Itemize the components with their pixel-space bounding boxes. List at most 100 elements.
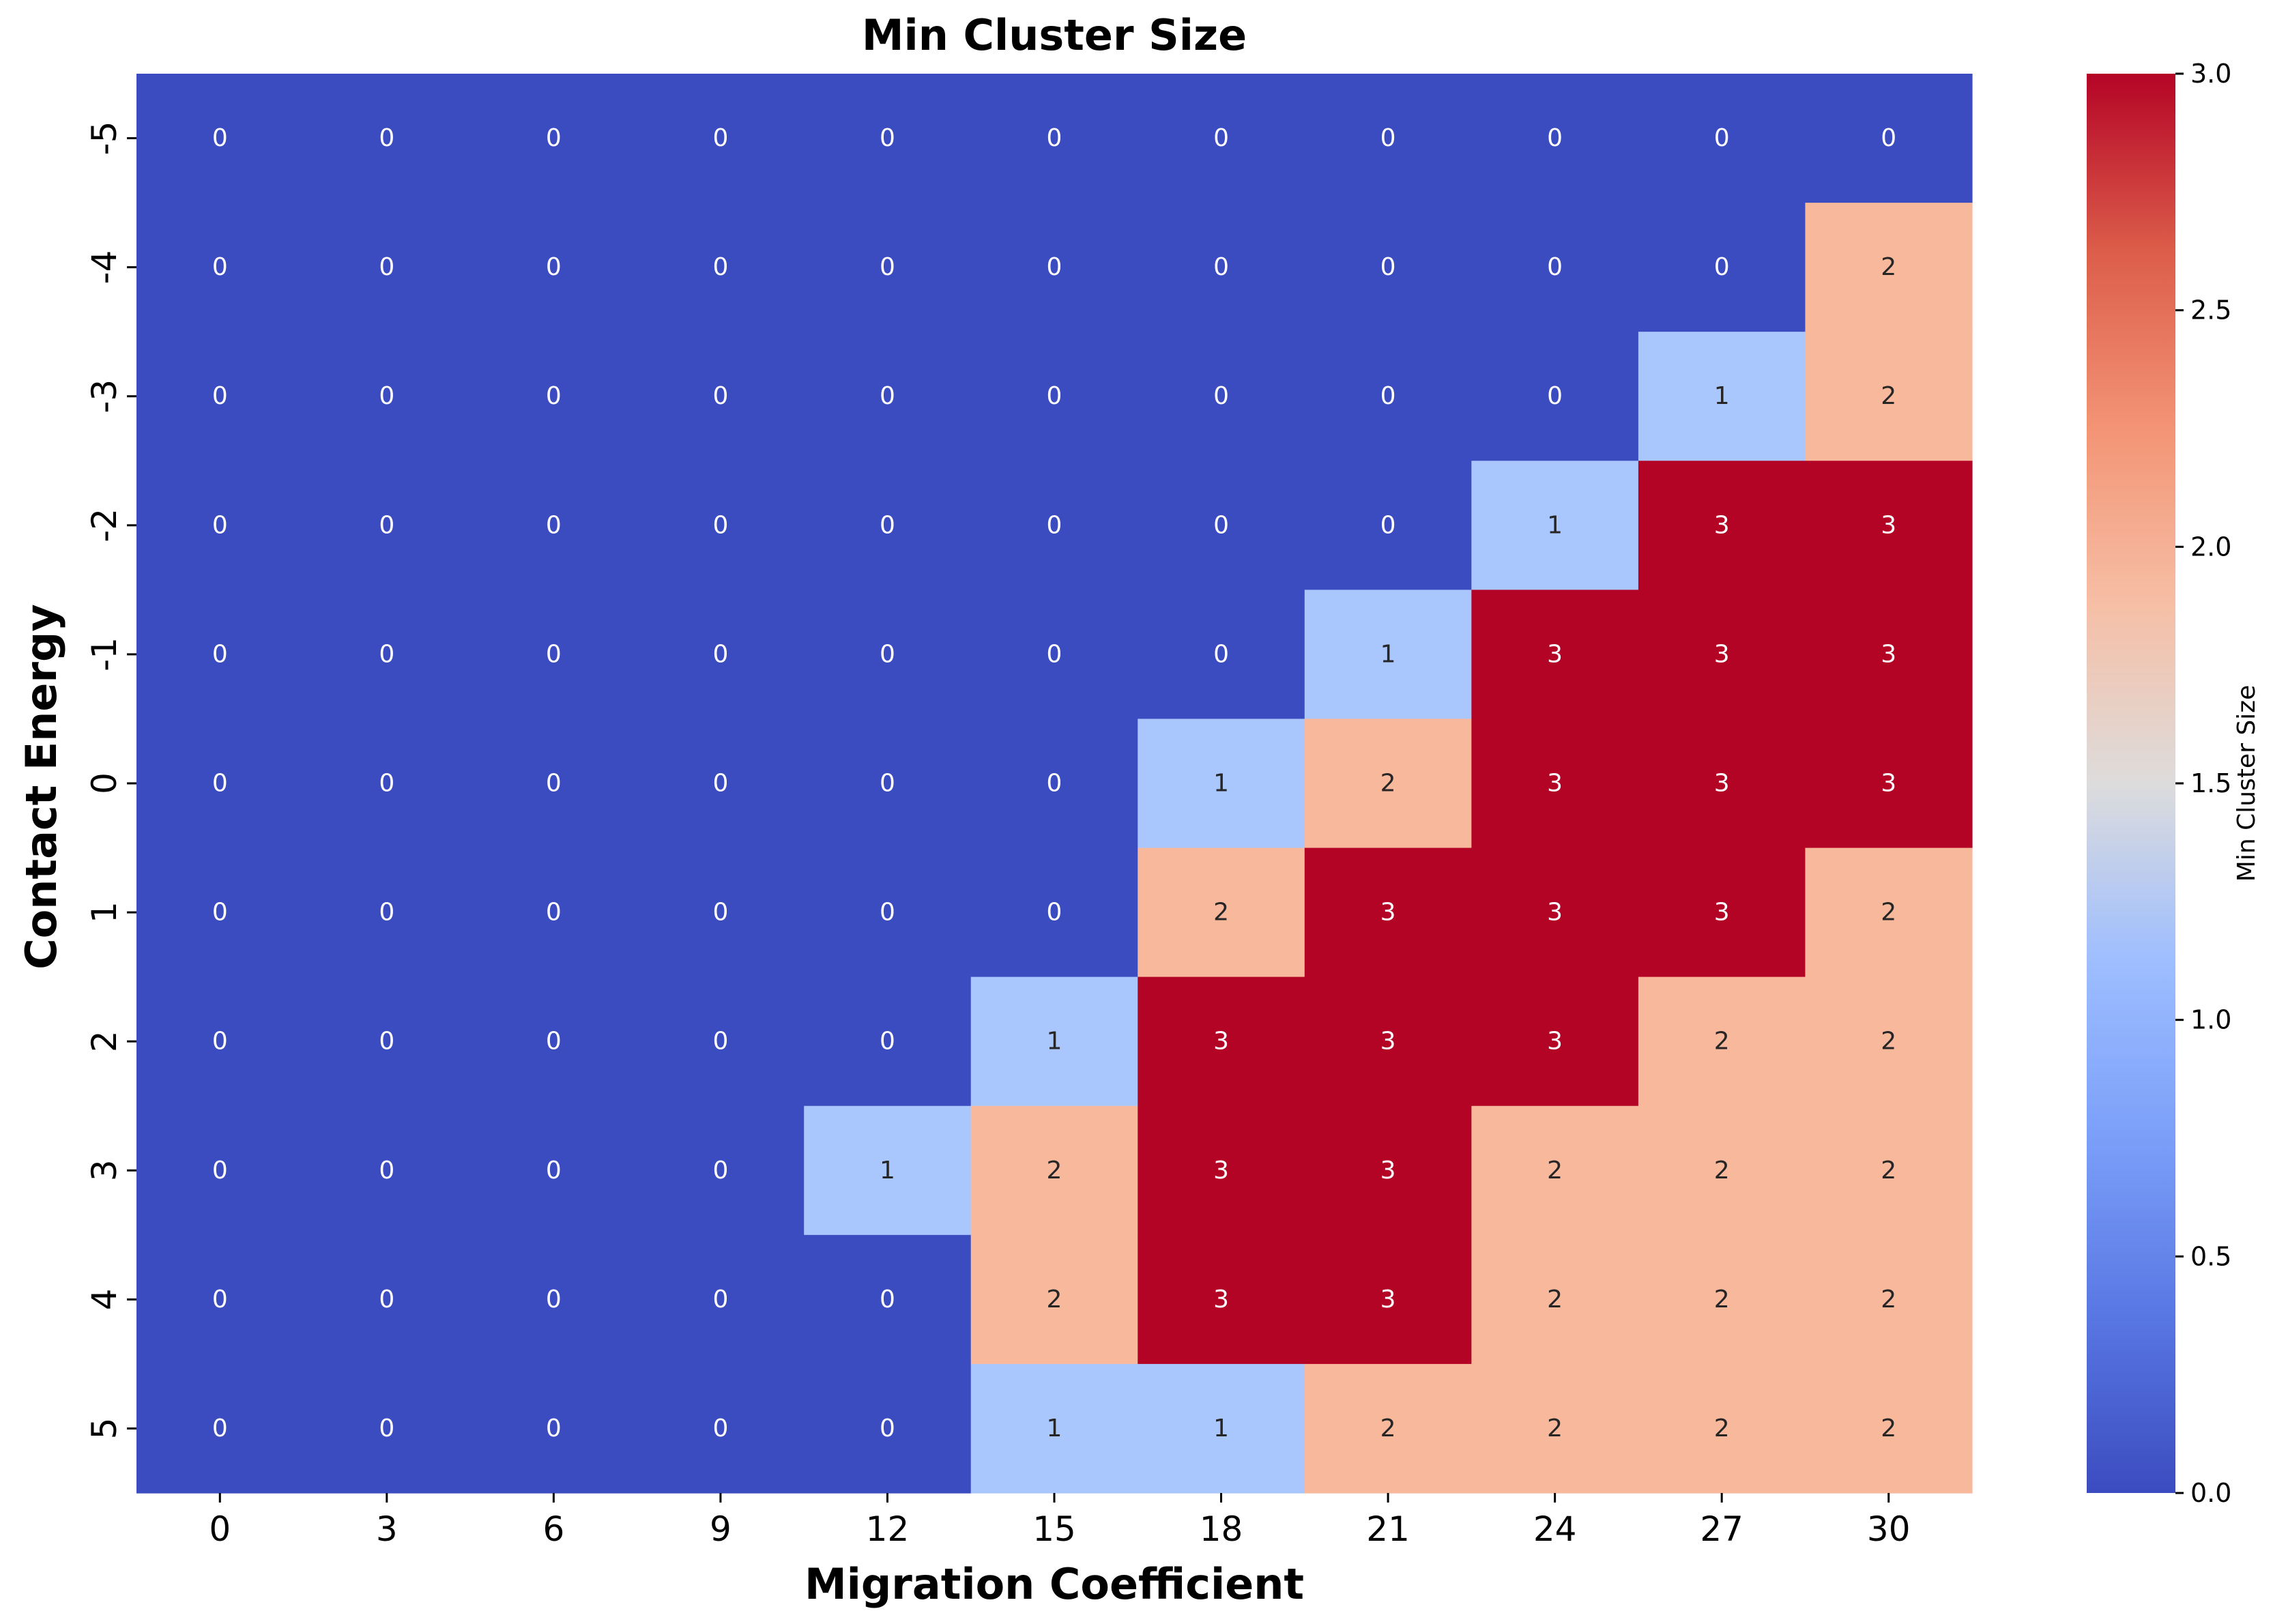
heatmap-cell <box>970 1105 1138 1236</box>
heatmap-cell <box>303 590 471 720</box>
cell-value-label: 0 <box>546 1415 562 1442</box>
x-tick-label: 0 <box>209 1509 231 1549</box>
cell-value-label: 0 <box>546 253 562 281</box>
cell-value-label: 3 <box>1213 1157 1229 1185</box>
y-tick-label: 3 <box>85 1159 124 1181</box>
cell-value-label: 0 <box>546 770 562 798</box>
y-tick-label: -3 <box>85 379 124 414</box>
cell-value-label: 3 <box>1881 770 1896 798</box>
cell-value-label: 0 <box>546 899 562 927</box>
heatmap-cell <box>637 203 805 332</box>
heatmap-cell <box>637 461 805 590</box>
heatmap-cell <box>637 1234 805 1365</box>
heatmap-cell <box>1638 590 1806 720</box>
colorbar-tick-label: 2.5 <box>2190 295 2231 325</box>
heatmap-cell <box>1138 203 1305 332</box>
heatmap-cell <box>303 719 471 849</box>
heatmap-cell <box>970 332 1138 461</box>
cell-value-label: 0 <box>1213 640 1229 668</box>
cell-value-label: 0 <box>1213 253 1229 281</box>
cell-value-label: 0 <box>712 770 728 798</box>
cell-value-label: 0 <box>1213 382 1229 410</box>
heatmap-cell <box>637 1105 805 1236</box>
heatmap-cell <box>136 1363 304 1494</box>
cell-value-label: 2 <box>1881 253 1896 281</box>
colorbar-label: Min Cluster Size <box>2233 685 2261 882</box>
heatmap-cell <box>470 461 638 590</box>
cell-value-label: 0 <box>379 1157 394 1185</box>
cell-value-label: 0 <box>1714 253 1730 281</box>
heatmap-cell <box>303 332 471 461</box>
cell-value-label: 0 <box>379 640 394 668</box>
cell-value-label: 2 <box>1714 1028 1730 1056</box>
cell-value-label: 0 <box>212 253 228 281</box>
heatmap-cell <box>637 590 805 720</box>
heatmap-cell <box>804 203 972 332</box>
heatmap-cell <box>804 976 972 1107</box>
cell-value-label: 0 <box>546 1286 562 1314</box>
x-tick-label: 3 <box>376 1509 398 1549</box>
heatmap-cell <box>303 1234 471 1365</box>
cell-value-label: 0 <box>1380 382 1396 410</box>
heatmap-cells <box>136 74 1973 1494</box>
cell-value-label: 0 <box>880 382 895 410</box>
cell-value-label: 0 <box>546 511 562 539</box>
cell-value-label: 2 <box>1881 1286 1896 1314</box>
heatmap-cell <box>1805 1105 1973 1236</box>
cell-value-label: 0 <box>379 382 394 410</box>
cell-value-label: 0 <box>379 1286 394 1314</box>
heatmap-cell <box>1304 719 1472 849</box>
colorbar-tick-label: 1.5 <box>2190 768 2231 798</box>
cell-value-label: 0 <box>880 1028 895 1056</box>
cell-value-label: 3 <box>1547 770 1563 798</box>
heatmap-cell <box>1471 203 1639 332</box>
cell-value-label: 2 <box>1881 899 1896 927</box>
cell-value-label: 3 <box>1547 899 1563 927</box>
cell-value-label: 2 <box>1547 1286 1563 1314</box>
heatmap-cell <box>1638 332 1806 461</box>
cell-value-label: 2 <box>1881 1415 1896 1442</box>
colorbar <box>2087 74 2175 1493</box>
cell-value-label: 2 <box>1547 1415 1563 1442</box>
cell-value-label: 0 <box>212 1415 228 1442</box>
cell-value-label: 0 <box>212 770 228 798</box>
heatmap-cell <box>1138 976 1305 1107</box>
cell-value-label: 0 <box>1047 899 1062 927</box>
y-tick-label: 4 <box>85 1288 124 1310</box>
y-tick-label: -2 <box>85 508 124 542</box>
cell-value-label: 0 <box>1547 124 1563 152</box>
heatmap-cell <box>136 719 304 849</box>
cell-value-label: 0 <box>379 253 394 281</box>
heatmap-cell <box>1138 1363 1305 1494</box>
cell-value-label: 0 <box>1047 770 1062 798</box>
heatmap-cell <box>637 1363 805 1494</box>
y-axis-label: Contact Energy <box>16 604 66 970</box>
cell-value-label: 3 <box>1380 1286 1396 1314</box>
heatmap-cell <box>1138 74 1305 203</box>
heatmap-cell <box>470 590 638 720</box>
x-tick-label: 24 <box>1533 1509 1577 1549</box>
heatmap-cell <box>1304 332 1472 461</box>
heatmap-cell <box>1471 74 1639 203</box>
cell-value-label: 1 <box>1047 1028 1062 1056</box>
heatmap-cell <box>470 74 638 203</box>
cell-value-label: 0 <box>712 1028 728 1056</box>
cell-value-label: 0 <box>1881 124 1896 152</box>
cell-value-label: 0 <box>212 1028 228 1056</box>
x-tick-label: 15 <box>1032 1509 1076 1549</box>
heatmap-cell <box>136 590 304 720</box>
heatmap-cell <box>1638 203 1806 332</box>
heatmap-cell <box>136 74 304 203</box>
heatmap-cell <box>804 1105 972 1236</box>
cell-value-label: 0 <box>712 899 728 927</box>
heatmap-cell <box>1304 847 1472 978</box>
cell-value-label: 0 <box>379 124 394 152</box>
cell-value-label: 0 <box>546 124 562 152</box>
cell-value-label: 0 <box>712 253 728 281</box>
y-tick-label: -1 <box>85 637 124 671</box>
cell-value-label: 3 <box>1380 1028 1396 1056</box>
cell-value-label: 0 <box>880 511 895 539</box>
heatmap-cell <box>970 976 1138 1107</box>
cell-value-label: 0 <box>212 1286 228 1314</box>
heatmap-cell <box>1471 1105 1639 1236</box>
